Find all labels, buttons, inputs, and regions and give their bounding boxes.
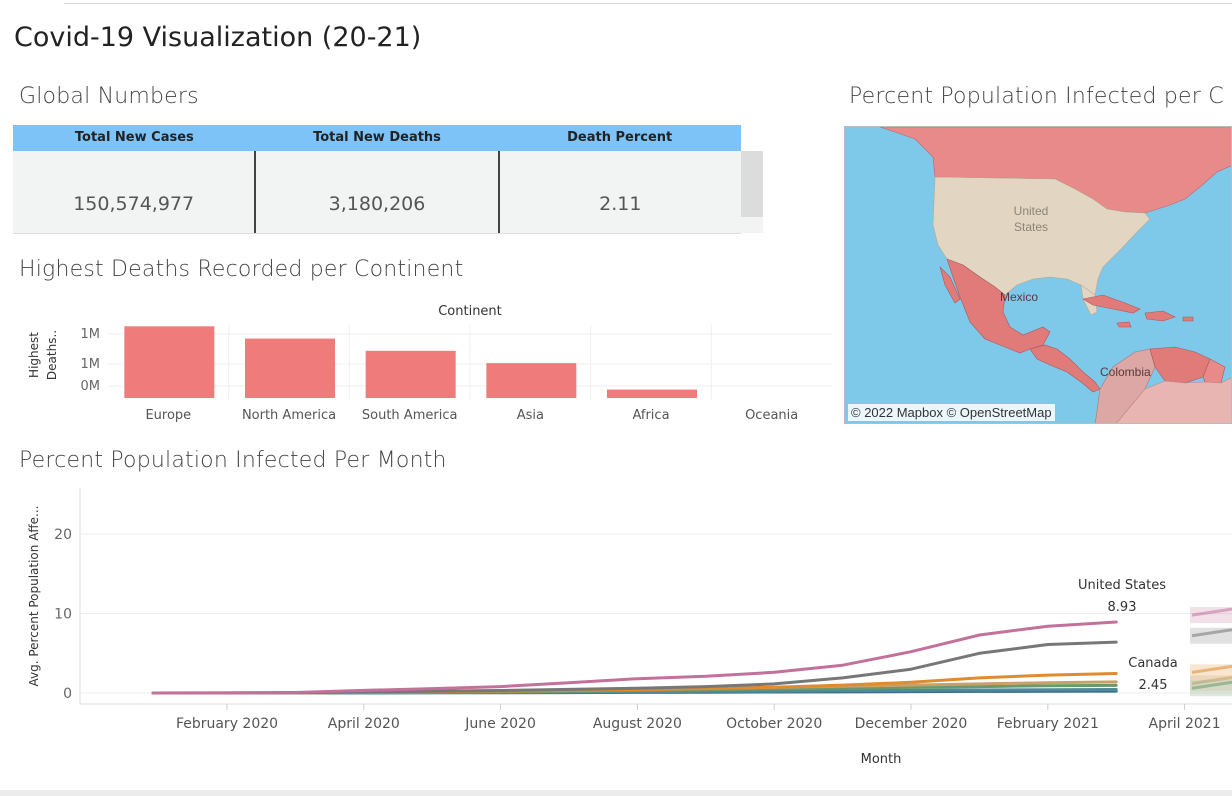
forecast-line — [1191, 607, 1232, 617]
bar-y-axis-label-2: Deaths.. — [45, 330, 59, 380]
annotation-us-value: 8.93 — [1108, 600, 1137, 615]
line-x-tick-label: April 2020 — [328, 716, 400, 732]
venezuela-region[interactable] — [1149, 346, 1211, 384]
annotation-canada-name: Canada — [1128, 656, 1177, 671]
map-title: Percent Population Infected per C — [849, 84, 1224, 109]
continent-header: Continent — [438, 304, 502, 319]
baja-region — [939, 265, 961, 304]
bar-x-label: Europe — [145, 408, 191, 423]
table-scrollbar[interactable] — [741, 151, 763, 217]
line-x-tick-label: August 2020 — [593, 716, 682, 732]
bar-x-label: Asia — [517, 408, 544, 423]
value-total-new-cases: 150,574,977 — [73, 193, 195, 215]
forecast-line — [1191, 675, 1232, 685]
mapbox-attribution-link[interactable]: © 2022 Mapbox — [851, 405, 943, 420]
bottom-bar — [0, 790, 1232, 796]
map-attribution: © 2022 Mapbox © OpenStreetMap — [848, 404, 1055, 421]
hispaniola-region — [1144, 310, 1176, 322]
central-america-region[interactable] — [1029, 344, 1101, 393]
line-y-tick-label: 0 — [63, 686, 72, 702]
mexico-region[interactable] — [946, 258, 1051, 354]
global-numbers-table[interactable]: Total New Cases Total New Deaths Death P… — [13, 125, 741, 234]
infected-line-chart[interactable]: Avg. Percent Population Affe... Month 20… — [0, 478, 1232, 778]
map-label-us-1: United — [1014, 204, 1049, 218]
header-total-new-deaths: Total New Deaths — [313, 130, 441, 145]
line-y-axis-label: Avg. Percent Population Affe... — [27, 506, 41, 687]
header-death-percent: Death Percent — [567, 130, 673, 145]
map-label-mexico: Mexico — [1000, 290, 1038, 304]
line-x-tick-label: April 2021 — [1149, 716, 1221, 732]
bar-x-label: North America — [242, 408, 336, 423]
cuba-region — [1082, 294, 1141, 314]
bar-x-label: Africa — [632, 408, 669, 423]
line-series-united-states[interactable] — [151, 620, 1118, 695]
bar-x-label: Oceania — [745, 408, 798, 423]
value-total-new-deaths: 3,180,206 — [254, 151, 497, 233]
line-y-tick-label: 20 — [54, 527, 72, 543]
line-x-tick-label: February 2020 — [176, 716, 278, 732]
top-divider — [64, 3, 1232, 4]
deaths-chart-title: Highest Deaths Recorded per Continent — [19, 257, 464, 282]
forecast-line — [1191, 680, 1232, 690]
map-label-colombia: Colombia — [1100, 365, 1151, 379]
bar-south-america[interactable] — [365, 350, 456, 398]
infection-map[interactable]: United States Mexico Colombia — [844, 126, 1232, 424]
annotation-us-name: United States — [1078, 578, 1166, 593]
bar-north-america[interactable] — [245, 338, 335, 398]
line-x-tick-label: October 2020 — [726, 716, 822, 732]
bar-y-axis-label-1: Highest — [27, 332, 41, 378]
bar-x-label: South America — [362, 408, 458, 423]
map-label-us-2: States — [1014, 220, 1048, 234]
line-x-tick-label: June 2020 — [464, 716, 536, 732]
dashboard-title: Covid-19 Visualization (20-21) — [14, 22, 422, 53]
global-numbers-value-row: 150,574,977 3,180,206 2.11 — [13, 151, 741, 234]
line-x-tick-label: December 2020 — [855, 716, 968, 732]
annotation-canada-value: 2.45 — [1139, 678, 1168, 693]
global-numbers-header-row: Total New Cases Total New Deaths Death P… — [13, 125, 741, 151]
forecast-line — [1191, 628, 1232, 638]
line-y-tick-label: 10 — [54, 607, 72, 623]
table-scrollbar-track — [741, 217, 763, 233]
bar-europe[interactable] — [124, 326, 215, 398]
bar-asia[interactable] — [486, 363, 577, 398]
line-x-tick-label: February 2021 — [997, 716, 1099, 732]
line-x-axis-label: Month — [861, 752, 902, 767]
value-death-percent: 2.11 — [497, 151, 741, 233]
global-numbers-title: Global Numbers — [19, 84, 199, 109]
brazil-region[interactable] — [1115, 377, 1232, 424]
bar-y-tick-label: 1M — [81, 357, 101, 372]
jamaica-region — [1116, 321, 1132, 328]
colombia-region[interactable] — [1094, 348, 1156, 424]
osm-attribution-link[interactable]: © OpenStreetMap — [946, 405, 1052, 420]
bar-y-tick-label: 0M — [81, 379, 101, 394]
forecast-line — [1191, 664, 1232, 674]
deaths-bar-chart[interactable]: Continent Highest Deaths.. 1M 1M 0M Europe… — [0, 295, 840, 430]
puerto-rico-region — [1182, 316, 1194, 322]
infected-chart-title: Percent Population Infected Per Month — [19, 448, 447, 473]
bar-y-tick-label: 1M — [81, 327, 101, 342]
bar-africa[interactable] — [607, 389, 697, 398]
header-total-new-cases: Total New Cases — [74, 130, 194, 145]
